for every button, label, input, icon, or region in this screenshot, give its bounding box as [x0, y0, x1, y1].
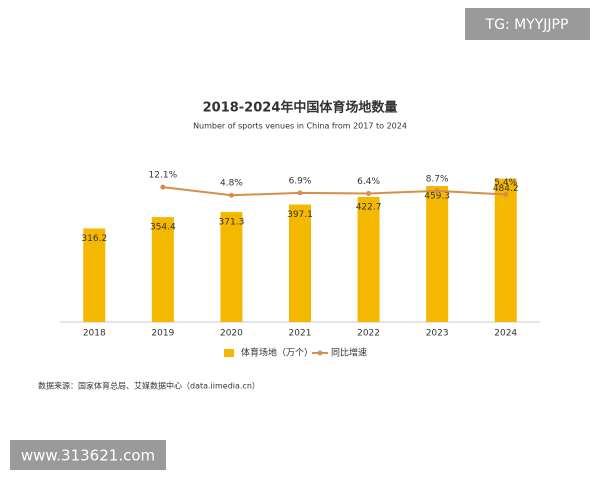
line-point [160, 184, 166, 190]
bar [151, 217, 174, 322]
x-tick-label: 2021 [289, 329, 312, 339]
value-label: 8.7% [426, 174, 449, 184]
x-tick-label: 2018 [83, 329, 106, 339]
watermark: TG: MYYJJPP [485, 17, 569, 33]
chart-title: 2018-2024年中国体育场地数量 [203, 100, 398, 116]
value-label: 6.4% [357, 177, 380, 187]
bar [289, 204, 311, 322]
line-point [434, 188, 440, 194]
value-label: 6.9% [289, 176, 312, 186]
x-tick-label: 2020 [220, 329, 243, 339]
line [162, 186, 506, 197]
value-label: 4.8% [220, 179, 243, 189]
watermark-box [465, 8, 590, 40]
bar [83, 228, 106, 322]
line-point [228, 192, 234, 198]
value-label: 371.3 [219, 218, 245, 228]
x-tick-label: 2019 [151, 329, 174, 339]
watermark: www.313621.com [21, 447, 155, 465]
value-label: 12.1% [149, 171, 178, 181]
value-label: 484.2 [493, 184, 519, 194]
line-point [503, 192, 509, 198]
value-label: 397.1 [287, 210, 313, 220]
legend-label: 体育场地（万个） [241, 347, 313, 359]
bar [220, 212, 243, 322]
value-label: 422.7 [356, 202, 382, 212]
value-label: 354.4 [150, 223, 176, 233]
value-label: 316.2 [81, 234, 107, 244]
chart-subtitle: Number of sports venues in China from 20… [193, 122, 407, 131]
watermark-box [10, 440, 166, 470]
x-tick-label: 2024 [494, 329, 517, 339]
legend-swatch [224, 349, 234, 357]
bar [426, 186, 449, 322]
x-tick-label: 2023 [426, 329, 449, 339]
line-point [366, 190, 372, 196]
value-label: 5.4% [494, 178, 517, 188]
bar [357, 196, 380, 322]
bar [494, 178, 517, 322]
legend-swatch [317, 350, 323, 356]
source: 数据来源：国家体育总局、艾媒数据中心（data.iimedia.cn） [38, 381, 260, 391]
line-point [297, 190, 303, 196]
value-label: 459.3 [424, 192, 450, 202]
x-tick-label: 2022 [357, 329, 380, 339]
legend-label: 同比增速 [331, 347, 367, 359]
